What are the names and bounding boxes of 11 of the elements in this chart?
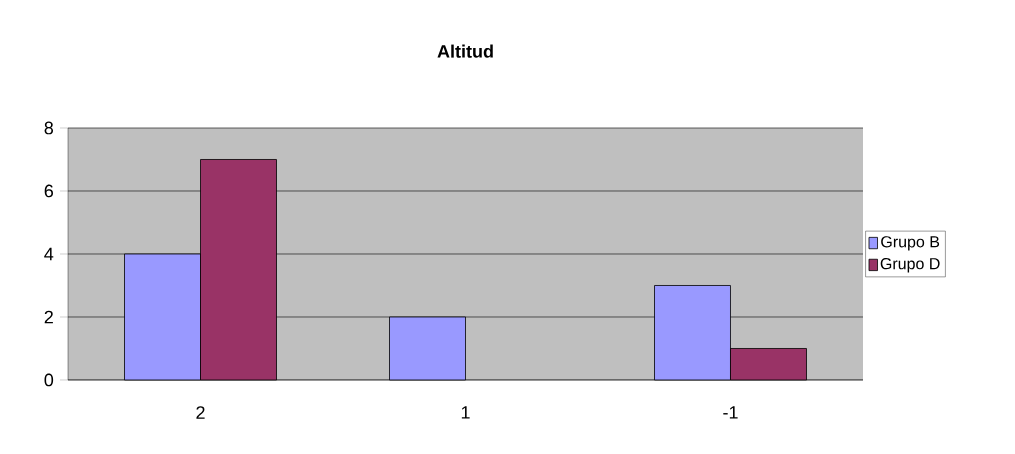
y-tick-label: 6	[44, 184, 54, 198]
x-tick-label: 2	[196, 406, 205, 419]
legend-label: Grupo D	[880, 258, 940, 273]
chart-title: Altitud	[437, 44, 493, 58]
y-tick-label: 2	[44, 310, 53, 324]
x-tick-label: 1	[461, 406, 470, 419]
y-tick-label: 4	[44, 247, 54, 261]
y-tick-label: 0	[44, 373, 54, 387]
y-tick-label: 8	[44, 121, 54, 135]
legend-label: Grupo B	[881, 236, 940, 251]
x-tick-label: -1	[723, 406, 738, 419]
